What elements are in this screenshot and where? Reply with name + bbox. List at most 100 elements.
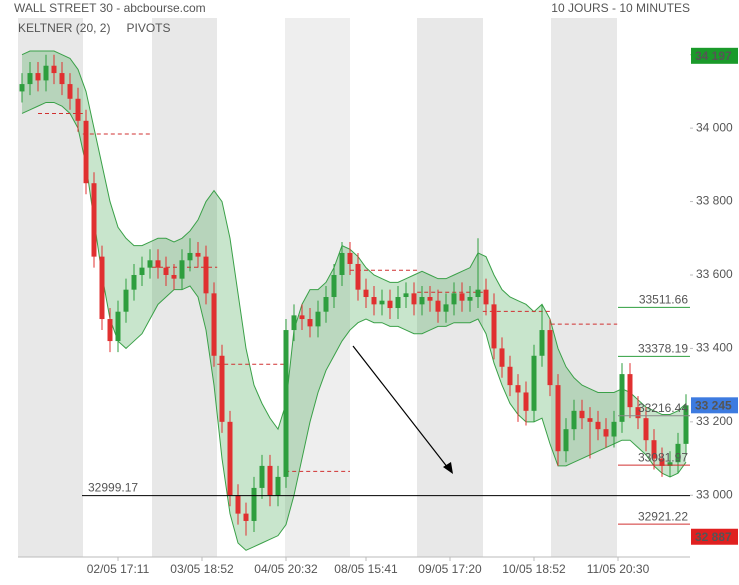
- candle-body: [667, 462, 673, 466]
- candle-body: [251, 487, 257, 521]
- candle-body: [675, 443, 681, 463]
- candle-body: [243, 513, 249, 521]
- candle-body: [299, 315, 305, 320]
- candle-body: [635, 407, 641, 419]
- level-label: 32921.22: [638, 509, 688, 523]
- candle-body: [91, 183, 97, 257]
- level-label: 33216.44: [638, 401, 688, 415]
- candle-body: [67, 84, 73, 99]
- candle-body: [483, 289, 489, 305]
- x-tick-label: 11/05 20:30: [587, 562, 650, 576]
- candle-body: [339, 252, 345, 275]
- candle-body: [451, 293, 457, 305]
- level-label: 32999.17: [88, 481, 138, 495]
- candle-body: [371, 297, 377, 305]
- candle-body: [219, 355, 225, 422]
- candle-body: [531, 355, 537, 411]
- x-tick-label: 08/05 15:41: [334, 562, 398, 576]
- price-tag-label: 33 245: [695, 398, 732, 412]
- level-label: 33081.97: [638, 450, 688, 464]
- candle-body: [459, 293, 465, 301]
- candle-body: [171, 274, 177, 279]
- candle-body: [619, 374, 625, 422]
- candle-body: [179, 260, 185, 279]
- candle-body: [603, 429, 609, 437]
- legend-entry: KELTNER (20, 2): [18, 21, 110, 35]
- candle-body: [99, 256, 105, 320]
- y-tick-label: 34 000: [696, 120, 733, 134]
- day-band: [551, 18, 617, 557]
- y-tick-label: 33 600: [696, 267, 733, 281]
- day-band: [285, 18, 350, 557]
- candle-body: [27, 73, 33, 85]
- candle-body: [571, 410, 577, 430]
- arrow-head: [443, 462, 453, 474]
- candle-body: [651, 440, 657, 459]
- candle-body: [195, 252, 201, 257]
- candle-body: [435, 300, 441, 312]
- candle-body: [59, 73, 65, 85]
- candle-body: [123, 289, 129, 312]
- candle-body: [131, 274, 137, 290]
- candle-body: [51, 65, 57, 74]
- candle-body: [331, 274, 337, 298]
- y-tick-label: 33 400: [696, 341, 733, 355]
- candle-body: [387, 300, 393, 309]
- candle-body: [403, 293, 409, 298]
- candle-body: [547, 330, 553, 386]
- keltner-lower: [21, 101, 687, 551]
- x-tick-label: 04/05 20:32: [254, 562, 318, 576]
- candle-body: [283, 330, 289, 477]
- candle-body: [491, 304, 497, 349]
- legend-entry: PIVOTS: [126, 21, 170, 35]
- candle-body: [595, 421, 601, 430]
- candle-body: [291, 315, 297, 331]
- candle-body: [555, 385, 561, 452]
- x-tick-label: 10/05 18:52: [502, 562, 566, 576]
- candle-body: [363, 289, 369, 298]
- candle-body: [275, 476, 281, 496]
- candle-body: [35, 73, 41, 81]
- candle-body: [563, 429, 569, 452]
- candle-body: [395, 297, 401, 309]
- candle-body: [355, 263, 361, 290]
- candle-body: [579, 410, 585, 419]
- price-tag: [691, 528, 738, 545]
- candle-body: [203, 256, 209, 294]
- chart-title: WALL STREET 30 - abcbourse.com: [14, 1, 206, 15]
- candle-body: [83, 120, 89, 184]
- candle-body: [147, 260, 153, 268]
- candle-body: [347, 252, 353, 264]
- candle-body: [659, 458, 665, 466]
- candle-body: [227, 421, 233, 496]
- candle-body: [587, 418, 593, 422]
- y-tick-label: 33 000: [696, 487, 733, 501]
- candle-body: [523, 392, 529, 411]
- candle-body: [507, 366, 513, 386]
- candle-body: [443, 304, 449, 312]
- candle-body: [307, 319, 313, 327]
- candle-body: [427, 297, 433, 301]
- candle-body: [75, 98, 81, 121]
- candle-body: [315, 311, 321, 327]
- candle-body: [211, 293, 217, 356]
- x-tick-label: 09/05 17:20: [418, 562, 482, 576]
- candle-body: [467, 297, 473, 301]
- candle-body: [267, 465, 273, 496]
- candle-body: [163, 267, 169, 275]
- y-tick-label: 33 800: [696, 194, 733, 208]
- x-tick-label: 03/05 18:52: [170, 562, 234, 576]
- candle-body: [411, 293, 417, 305]
- keltner-upper: [21, 50, 687, 431]
- candle-body: [475, 289, 481, 298]
- price-tag: [691, 397, 738, 414]
- keltner-fill: [22, 51, 686, 551]
- y-tick-label: 33 200: [696, 414, 733, 428]
- candle-body: [515, 385, 521, 393]
- price-tag-label: 34 197: [695, 49, 732, 63]
- candle-body: [235, 495, 241, 514]
- level-label: 33511.66: [639, 293, 688, 307]
- candle-body: [19, 84, 25, 92]
- candle-body: [379, 300, 385, 305]
